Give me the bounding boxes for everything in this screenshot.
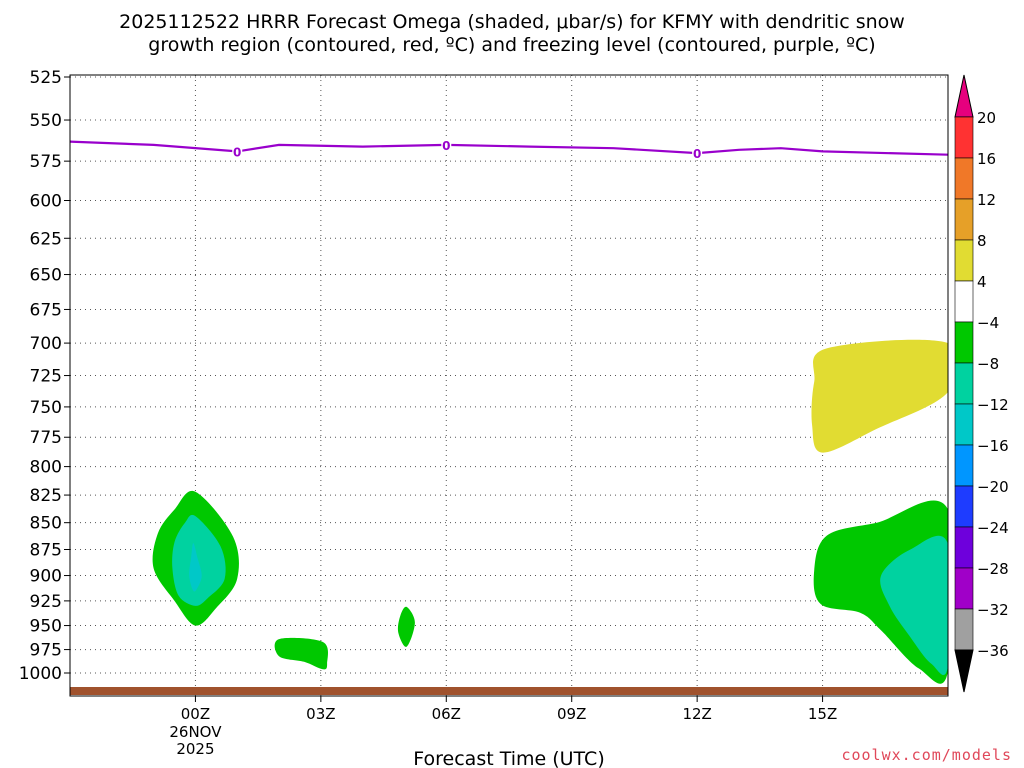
x-tick-label: 00Z xyxy=(181,705,210,723)
contour-label-bg xyxy=(692,146,703,160)
colorbar-bin xyxy=(954,567,974,610)
omega-region-green-0500Z xyxy=(397,606,415,647)
omega-region-teal-0000Z xyxy=(172,514,226,606)
x-tick-label: 03Z xyxy=(306,705,335,723)
y-tick-label: 625 xyxy=(30,229,62,249)
y-tick-label: 950 xyxy=(30,617,62,637)
colorbar-label: −24 xyxy=(977,519,1009,537)
omega-region-cyan-0000Z xyxy=(189,543,202,592)
x-tick-label: 09Z xyxy=(557,705,586,723)
x-tick-year: 2025 xyxy=(176,740,214,758)
colorbar-label: −32 xyxy=(977,601,1009,619)
y-tick-label: 875 xyxy=(30,540,62,560)
y-axis: 525 550 575 600 625 650 675 700 725 750 775 800 825 8… xyxy=(19,68,70,684)
colorbar-bin xyxy=(954,362,974,405)
y-tick-label: 925 xyxy=(30,592,62,612)
credit-link[interactable]: coolwx.com/models xyxy=(841,746,1012,764)
contour-label-bg xyxy=(441,137,452,151)
omega-region-teal-1700Z xyxy=(880,535,948,675)
x-tick-label: 06Z xyxy=(432,705,461,723)
y-tick-label: 1000 xyxy=(19,664,62,684)
colorbar-label: −28 xyxy=(977,560,1009,578)
y-tick-label: 900 xyxy=(30,567,62,587)
y-tick-label: 525 xyxy=(30,68,62,88)
contour-label-bg xyxy=(232,144,243,158)
colorbar-label: −16 xyxy=(977,437,1009,455)
omega-region-green-0230Z xyxy=(274,637,329,670)
colorbar-bin xyxy=(954,198,974,241)
colorbar-bin xyxy=(954,403,974,446)
colorbar-label: −20 xyxy=(977,478,1009,496)
colorbar-label: −12 xyxy=(977,396,1009,414)
y-tick-label: 650 xyxy=(30,266,62,286)
terrain-band xyxy=(70,687,948,695)
plot-frame xyxy=(69,74,949,697)
x-tick-label: 12Z xyxy=(682,705,711,723)
y-tick-label: 750 xyxy=(30,398,62,418)
y-tick-label: 700 xyxy=(30,334,62,354)
colorbar-bin xyxy=(954,239,974,282)
freezing-level-contour: 0 0 0 xyxy=(70,137,948,161)
colorbar-bin xyxy=(954,280,974,323)
omega-region-yellow-1530Z xyxy=(811,339,948,453)
colorbar-bin xyxy=(954,116,974,159)
x-axis-label: Forecast Time (UTC) xyxy=(413,748,604,768)
colorbar-label: 20 xyxy=(977,109,996,127)
colorbar-bin xyxy=(954,485,974,528)
colorbar-label: 12 xyxy=(977,191,996,209)
colorbar-bin xyxy=(954,526,974,569)
y-tick-label: 725 xyxy=(30,367,62,387)
colorbar-bin xyxy=(954,608,974,651)
colorbar-label: −4 xyxy=(977,314,999,332)
y-tick-label: 775 xyxy=(30,428,62,448)
y-tick-label: 575 xyxy=(30,152,62,172)
colorbar: 20 16 12 8 4 −4 −8 −12 −16 −20 −24 −28 −32 −36 xyxy=(954,74,1009,693)
y-tick-label: 825 xyxy=(30,486,62,506)
colorbar-bin xyxy=(954,157,974,200)
colorbar-bin xyxy=(954,444,974,487)
freezing-level-label: 0 xyxy=(233,145,241,159)
colorbar-label: −8 xyxy=(977,355,999,373)
chart-title-line1: 2025112522 HRRR Forecast Omega (shaded, … xyxy=(119,11,905,33)
y-tick-label: 975 xyxy=(30,641,62,661)
colorbar-top-arrow xyxy=(954,74,974,118)
omega-shading xyxy=(152,339,948,684)
x-tick-date: 26NOV xyxy=(169,723,222,741)
colorbar-label: −36 xyxy=(977,642,1009,660)
y-tick-label: 600 xyxy=(30,192,62,212)
y-tick-label: 800 xyxy=(30,458,62,478)
terrain xyxy=(70,687,948,695)
colorbar-bin xyxy=(954,321,974,364)
freezing-level-label: 0 xyxy=(693,147,701,161)
y-tick-label: 850 xyxy=(30,514,62,534)
colorbar-label: 4 xyxy=(977,273,987,291)
freezing-level-label: 0 xyxy=(442,139,450,153)
colorbar-label: 8 xyxy=(977,232,987,250)
chart-title-line2: growth region (contoured, red, ºC) and f… xyxy=(148,34,876,56)
x-tick-label: 15Z xyxy=(808,705,837,723)
freezing-level-line xyxy=(70,140,948,156)
colorbar-label: 16 xyxy=(977,150,996,168)
colorbar-bottom-arrow xyxy=(954,649,974,693)
y-tick-label: 550 xyxy=(30,111,62,131)
y-tick-label: 675 xyxy=(30,300,62,320)
